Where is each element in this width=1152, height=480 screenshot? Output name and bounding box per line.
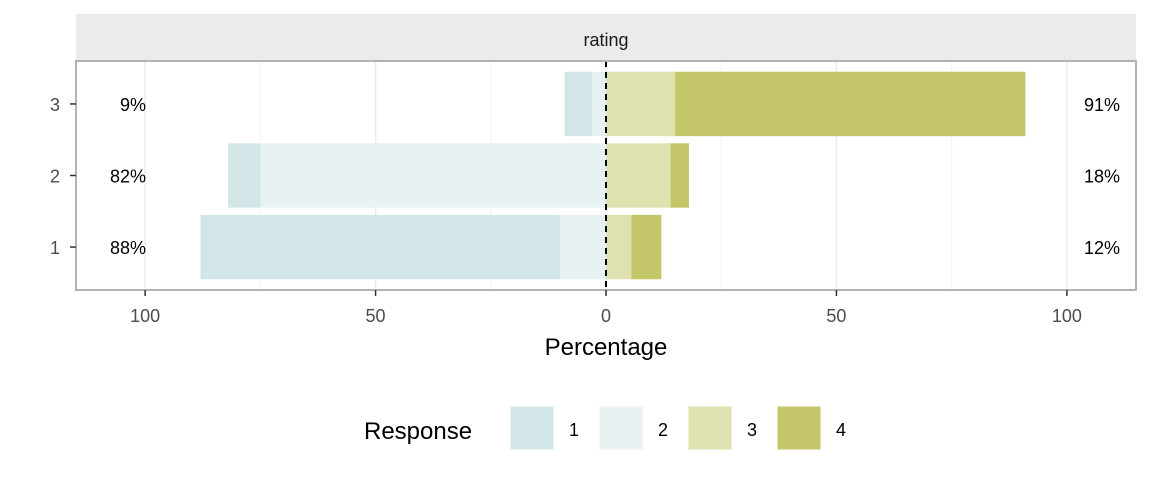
legend-swatch-4 <box>776 405 822 451</box>
y-tick-label: 2 <box>50 167 60 187</box>
legend-label-1: 1 <box>569 420 579 440</box>
facet-strip-label: rating <box>583 30 628 50</box>
bar-2-response-3 <box>606 143 671 208</box>
legend: Response 1 2 3 4 <box>364 405 846 451</box>
x-tick-label: 0 <box>601 306 611 326</box>
bar-1-response-3 <box>606 214 632 280</box>
right-percent-label: 91% <box>1084 95 1120 115</box>
bar-2-response-1 <box>228 143 261 208</box>
legend-swatch-2 <box>598 405 644 451</box>
y-tick-label: 3 <box>50 95 60 115</box>
bar-1-response-4 <box>631 214 662 280</box>
x-axis-title: Percentage <box>545 334 668 361</box>
x-axis: 100 50 0 50 100 <box>130 290 1082 326</box>
bar-3-response-4 <box>675 71 1026 137</box>
x-tick-label: 100 <box>130 306 160 326</box>
right-percent-label: 12% <box>1084 238 1120 258</box>
legend-swatch-3 <box>687 405 733 451</box>
x-tick-label: 50 <box>826 306 846 326</box>
bar-3-response-2 <box>592 71 606 137</box>
legend-label-2: 2 <box>658 420 668 440</box>
bar-2-response-4 <box>670 143 689 208</box>
y-axis-labels: 1 2 3 <box>50 95 76 258</box>
percent-labels: 88% 12% 82% 18% 9% 91% <box>110 95 1120 258</box>
legend-title: Response <box>364 418 472 445</box>
legend-label-3: 3 <box>747 420 757 440</box>
bar-2-response-2 <box>260 143 606 208</box>
bar-3-response-3 <box>606 71 676 137</box>
left-percent-label: 9% <box>120 95 146 115</box>
right-percent-label: 18% <box>1084 167 1120 187</box>
y-tick-label: 1 <box>50 238 60 258</box>
left-percent-label: 82% <box>110 167 146 187</box>
facet-strip <box>76 14 1136 61</box>
left-percent-label: 88% <box>110 238 146 258</box>
bar-1-response-2 <box>559 214 606 280</box>
bar-3-response-1 <box>564 71 593 137</box>
bars <box>200 71 1026 280</box>
x-tick-label: 100 <box>1052 306 1082 326</box>
x-tick-label: 50 <box>366 306 386 326</box>
legend-swatch-1 <box>509 405 555 451</box>
bar-1-response-1 <box>200 214 560 280</box>
legend-label-4: 4 <box>836 420 846 440</box>
